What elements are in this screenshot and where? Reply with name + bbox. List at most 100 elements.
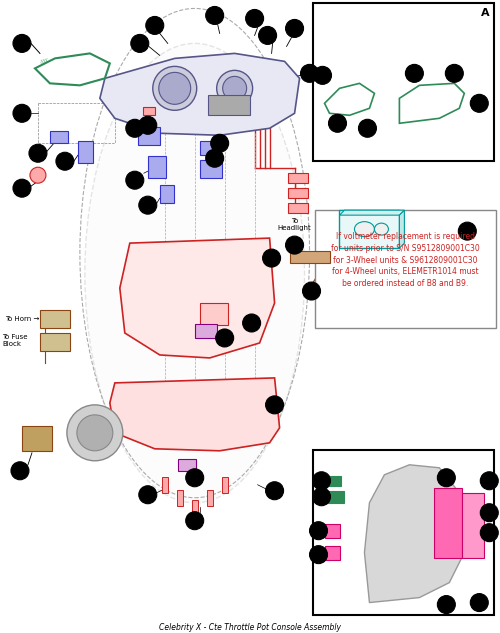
- Circle shape: [480, 472, 498, 490]
- Circle shape: [30, 167, 46, 183]
- Circle shape: [266, 482, 283, 499]
- Bar: [290, 251, 330, 263]
- Text: B5: B5: [135, 39, 145, 48]
- Circle shape: [159, 72, 190, 104]
- Text: B4: B4: [33, 149, 43, 158]
- Circle shape: [13, 34, 31, 53]
- Text: D1: D1: [474, 598, 484, 607]
- Circle shape: [312, 472, 330, 490]
- Bar: [326, 491, 344, 503]
- Circle shape: [242, 314, 260, 332]
- Bar: [148, 156, 166, 179]
- Bar: [143, 108, 155, 115]
- Circle shape: [314, 66, 332, 84]
- Circle shape: [186, 511, 204, 530]
- Bar: [324, 523, 340, 537]
- Text: B9: B9: [143, 201, 153, 210]
- Circle shape: [13, 104, 31, 122]
- Text: To Fuse
Block: To Fuse Block: [2, 334, 28, 348]
- Text: D3: D3: [313, 550, 324, 559]
- Polygon shape: [340, 210, 400, 248]
- Text: A8: A8: [17, 184, 27, 192]
- Text: A6: A6: [262, 31, 272, 40]
- Circle shape: [126, 119, 144, 137]
- Text: To Horn →: To Horn →: [5, 316, 40, 322]
- Circle shape: [139, 486, 157, 504]
- Circle shape: [67, 405, 123, 461]
- Text: C1: C1: [332, 119, 342, 128]
- Bar: [324, 546, 340, 560]
- Bar: [200, 141, 218, 155]
- Circle shape: [210, 134, 228, 153]
- Circle shape: [470, 94, 488, 112]
- Text: A1: A1: [270, 400, 280, 410]
- Text: B2: B2: [130, 176, 140, 185]
- Circle shape: [206, 149, 224, 167]
- Polygon shape: [110, 378, 280, 451]
- Circle shape: [153, 66, 196, 110]
- Text: To
Headlight: To Headlight: [278, 218, 312, 231]
- Text: I1: I1: [464, 227, 471, 235]
- Bar: [176, 490, 182, 506]
- Circle shape: [302, 282, 320, 300]
- Bar: [22, 426, 52, 451]
- Bar: [288, 173, 308, 183]
- Polygon shape: [100, 53, 300, 135]
- Text: A: A: [19, 39, 25, 48]
- Text: B6: B6: [17, 109, 27, 118]
- Bar: [194, 324, 216, 338]
- Text: E1: E1: [317, 492, 326, 501]
- Text: H1: H1: [14, 467, 25, 475]
- Text: C4: C4: [450, 69, 460, 78]
- Text: B1: B1: [150, 21, 160, 30]
- Circle shape: [458, 222, 476, 240]
- Circle shape: [139, 196, 157, 214]
- Circle shape: [222, 77, 246, 100]
- Bar: [78, 141, 93, 163]
- Text: A2: A2: [270, 486, 280, 495]
- Text: G2: G2: [306, 287, 317, 296]
- Text: B7: B7: [60, 157, 70, 166]
- Circle shape: [446, 65, 464, 82]
- Polygon shape: [400, 210, 404, 248]
- Circle shape: [286, 20, 304, 37]
- Circle shape: [310, 546, 328, 563]
- Text: A3: A3: [190, 516, 200, 525]
- Circle shape: [131, 34, 149, 53]
- Circle shape: [258, 27, 276, 44]
- Text: C3: C3: [474, 99, 484, 108]
- Text: If voltmeter replacement is required
for units prior to S/N S9512809001C30
for 3: If voltmeter replacement is required for…: [331, 232, 480, 288]
- Circle shape: [146, 16, 164, 34]
- Circle shape: [77, 415, 113, 451]
- Text: E2: E2: [317, 476, 326, 486]
- Bar: [314, 210, 496, 328]
- Circle shape: [139, 116, 157, 134]
- Text: D4: D4: [441, 600, 452, 609]
- Circle shape: [438, 596, 456, 613]
- Circle shape: [186, 469, 204, 487]
- Text: A5: A5: [266, 254, 276, 263]
- Circle shape: [480, 523, 498, 542]
- Circle shape: [216, 329, 234, 347]
- Text: ////: ////: [40, 58, 48, 65]
- Circle shape: [300, 65, 318, 82]
- Bar: [160, 185, 173, 203]
- Text: C6: C6: [362, 124, 372, 133]
- Text: F1: F1: [220, 334, 229, 342]
- Bar: [208, 96, 250, 115]
- Bar: [312, 450, 494, 615]
- Polygon shape: [364, 465, 464, 603]
- Bar: [192, 499, 198, 516]
- Bar: [222, 477, 228, 492]
- Text: A3: A3: [130, 124, 140, 133]
- Ellipse shape: [374, 223, 388, 235]
- Circle shape: [470, 594, 488, 611]
- Text: A7: A7: [484, 508, 494, 517]
- Circle shape: [266, 396, 283, 414]
- Bar: [288, 203, 308, 213]
- Text: D5: D5: [484, 528, 494, 537]
- Text: A: A: [480, 8, 490, 18]
- Bar: [326, 476, 342, 486]
- Bar: [200, 160, 222, 179]
- Text: Celebrity X - Cte Throttle Pot Console Assembly: Celebrity X - Cte Throttle Pot Console A…: [158, 622, 340, 632]
